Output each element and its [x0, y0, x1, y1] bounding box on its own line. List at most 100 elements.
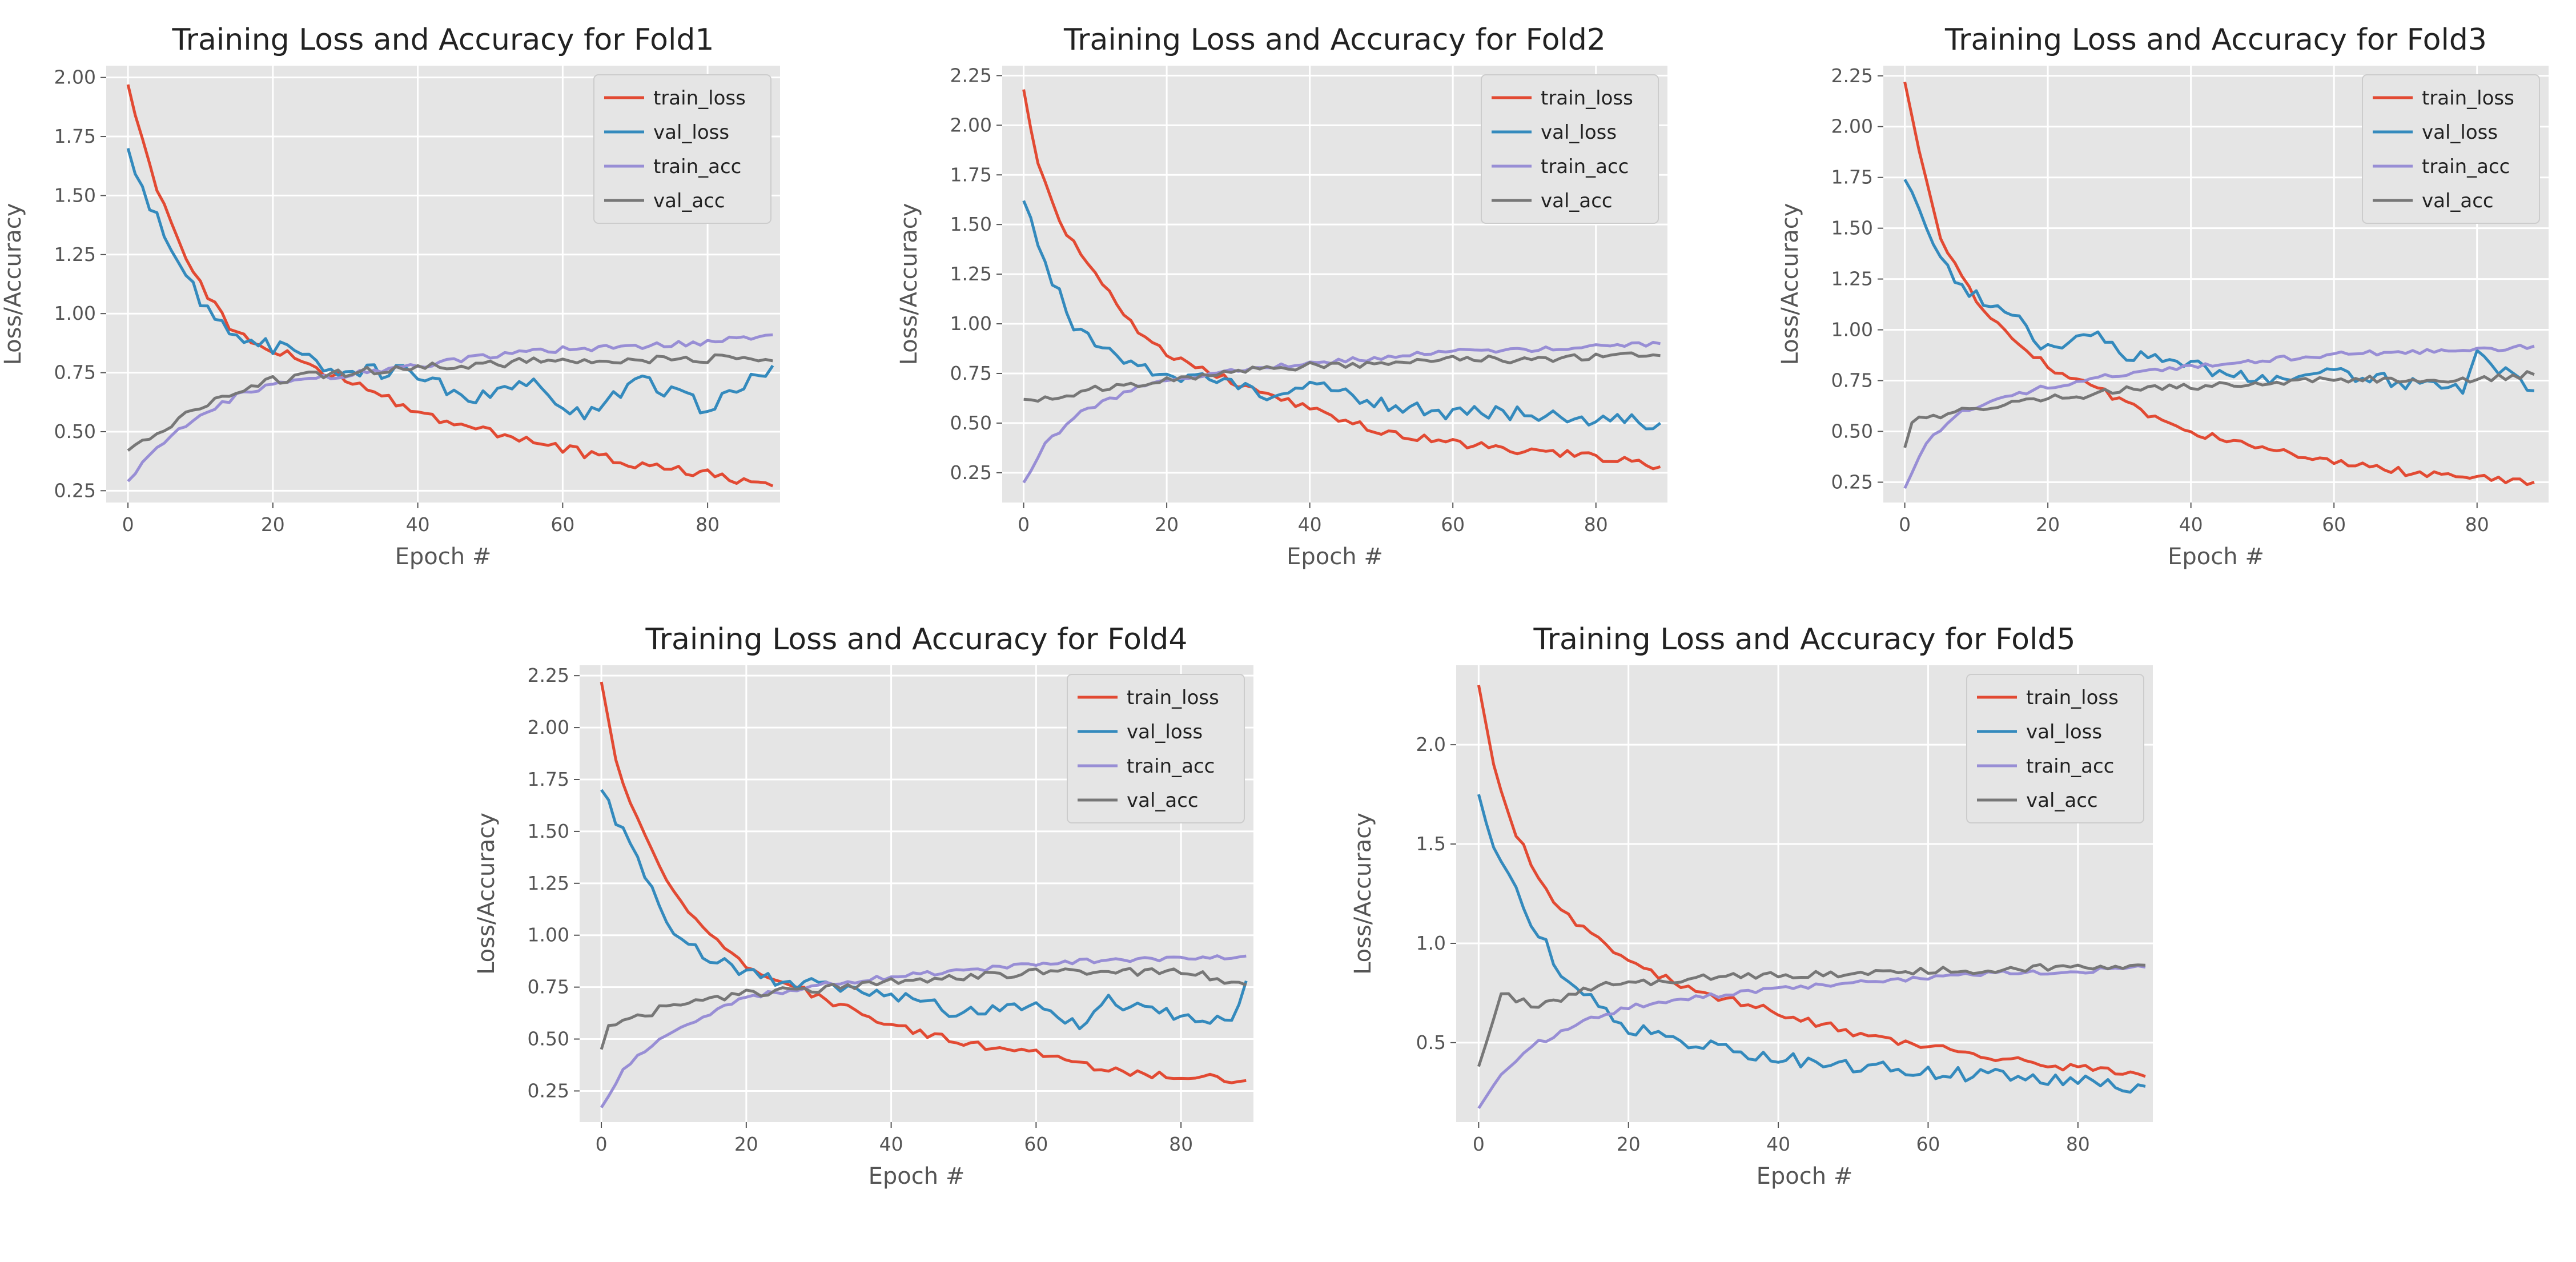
series-line-train-loss — [126, 84, 774, 488]
legend-box — [593, 74, 771, 224]
subplot-fold4: 0 20 40 60 80 0.25 0.50 0.75 1.00 1.25 1.50 1.75 2.… — [473, 622, 1253, 1189]
y-tick-labels: 0.25 0.50 0.75 1.00 1.25 1.50 1.75 2.00 2.25 — [1831, 65, 1883, 493]
x-axis-label: Epoch # — [1287, 544, 1383, 570]
chart-title: Training Loss and Accuracy for Fold4 — [645, 622, 1187, 657]
y-tick-label: 0.25 — [528, 1079, 569, 1102]
legend-label-val-acc: val_acc — [653, 190, 725, 212]
x-tick-labels: 0 20 40 60 80 — [1018, 503, 1608, 536]
x-tick-label: 80 — [2066, 1133, 2090, 1155]
x-tick-label: 60 — [550, 513, 574, 536]
series-line-val-loss — [1477, 794, 2146, 1094]
x-tick-label: 80 — [2465, 513, 2489, 536]
chart-title: Training Loss and Accuracy for Fold3 — [1944, 23, 2487, 57]
legend-label-val-acc: val_acc — [2026, 789, 2098, 812]
y-tick-label: 1.0 — [1416, 932, 1446, 954]
x-tick-label: 80 — [1584, 513, 1608, 536]
legend-label-train-loss: train_loss — [653, 87, 746, 110]
subplot-fold5: 0 20 40 60 80 0.5 1.0 1.5 2.0 Training Loss and… — [1350, 622, 2153, 1189]
series-lines — [600, 681, 1248, 1108]
y-tick-label: 0.25 — [1831, 471, 1873, 493]
x-tick-labels: 0 20 40 60 80 — [122, 503, 720, 536]
y-tick-label: 1.00 — [1831, 319, 1873, 341]
y-tick-label: 1.25 — [950, 263, 992, 285]
x-tick-label: 40 — [1766, 1133, 1790, 1155]
chart-title: Training Loss and Accuracy for Fold5 — [1533, 622, 2075, 657]
y-tick-label: 0.5 — [1416, 1031, 1446, 1054]
legend-box — [1481, 74, 1659, 224]
legend: train_loss val_loss train_acc val_acc — [2362, 74, 2540, 224]
subplot-fold2: 0 20 40 60 80 0.25 0.50 0.75 1.00 1.25 1.50 1.75 2.… — [896, 23, 1667, 570]
legend-label-train-acc: train_acc — [2422, 155, 2510, 178]
series-lines — [1903, 81, 2535, 489]
y-tick-label: 2.00 — [54, 66, 96, 89]
series-lines — [1477, 685, 2146, 1110]
subplot-fold1: 0 20 40 60 80 0.25 0.50 0.75 1.00 1.25 1.50 1.75 2.… — [0, 23, 780, 570]
y-tick-label: 1.00 — [950, 312, 992, 335]
legend-label-val-acc: val_acc — [2422, 190, 2494, 212]
legend: train_loss val_loss train_acc val_acc — [1481, 74, 1659, 224]
y-tick-label: 1.25 — [54, 243, 96, 266]
y-tick-label: 0.75 — [528, 976, 569, 998]
series-line-val-loss — [126, 148, 774, 421]
x-tick-label: 40 — [2179, 513, 2203, 536]
legend-box — [1067, 674, 1245, 823]
y-tick-label: 2.00 — [1831, 115, 1873, 138]
x-tick-label: 0 — [1473, 1133, 1485, 1155]
y-tick-label: 1.50 — [54, 184, 96, 206]
y-axis-label: Loss/Accuracy — [1777, 203, 1803, 365]
series-line-train-loss — [1022, 89, 1661, 471]
series-line-train-acc — [1022, 340, 1661, 484]
series-line-train-acc — [1903, 344, 2535, 489]
y-axis-label: Loss/Accuracy — [0, 203, 26, 365]
legend-box — [2362, 74, 2540, 224]
legend-label-train-loss: train_loss — [1541, 87, 1633, 110]
y-axis-label: Loss/Accuracy — [473, 813, 500, 975]
legend: train_loss val_loss train_acc val_acc — [1067, 674, 1245, 823]
legend-label-train-loss: train_loss — [2422, 87, 2514, 110]
x-tick-label: 60 — [1024, 1133, 1048, 1155]
y-tick-label: 1.00 — [528, 924, 569, 946]
y-tick-label: 1.50 — [528, 820, 569, 842]
x-tick-label: 20 — [1155, 513, 1179, 536]
series-lines — [1022, 89, 1662, 484]
y-tick-label: 1.25 — [528, 872, 569, 894]
x-tick-label: 60 — [2322, 513, 2346, 536]
x-axis-label: Epoch # — [2168, 544, 2264, 570]
x-tick-label: 80 — [696, 513, 720, 536]
chart-title: Training Loss and Accuracy for Fold1 — [171, 23, 714, 57]
y-tick-label: 2.25 — [1831, 65, 1873, 87]
legend-label-val-loss: val_loss — [1541, 121, 1617, 144]
series-line-val-acc — [600, 967, 1247, 1050]
chart-title: Training Loss and Accuracy for Fold2 — [1063, 23, 1606, 57]
x-tick-labels: 0 20 40 60 80 — [596, 1122, 1193, 1155]
y-tick-label: 1.75 — [1831, 166, 1873, 188]
x-tick-label: 40 — [1298, 513, 1322, 536]
y-tick-label: 2.00 — [528, 716, 569, 738]
x-tick-label: 0 — [122, 513, 134, 536]
series-line-train-loss — [1477, 685, 2146, 1078]
x-tick-labels: 0 20 40 60 80 — [1473, 1122, 2090, 1155]
y-axis-label: Loss/Accuracy — [1350, 813, 1376, 975]
legend-label-val-acc: val_acc — [1127, 789, 1199, 812]
y-tick-label: 0.25 — [950, 461, 992, 484]
x-tick-label: 60 — [1441, 513, 1465, 536]
y-tick-label: 1.75 — [528, 768, 569, 790]
legend: train_loss val_loss train_acc val_acc — [1966, 674, 2144, 823]
x-tick-label: 20 — [261, 513, 285, 536]
y-tick-label: 1.50 — [950, 213, 992, 235]
series-line-val-loss — [1022, 200, 1662, 431]
series-line-train-loss — [600, 681, 1247, 1084]
y-tick-label: 2.0 — [1416, 733, 1446, 755]
y-tick-label: 1.25 — [1831, 268, 1873, 290]
x-tick-label: 0 — [1899, 513, 1911, 536]
legend-label-val-loss: val_loss — [1127, 721, 1203, 743]
x-tick-label: 40 — [879, 1133, 903, 1155]
x-tick-label: 20 — [2036, 513, 2060, 536]
y-tick-label: 0.50 — [528, 1028, 569, 1050]
series-line-train-acc — [1477, 964, 2146, 1110]
y-tick-label: 1.75 — [54, 125, 96, 147]
series-line-val-acc — [1903, 370, 2535, 448]
legend-label-train-loss: train_loss — [1127, 686, 1219, 709]
y-tick-label: 2.00 — [950, 114, 992, 136]
